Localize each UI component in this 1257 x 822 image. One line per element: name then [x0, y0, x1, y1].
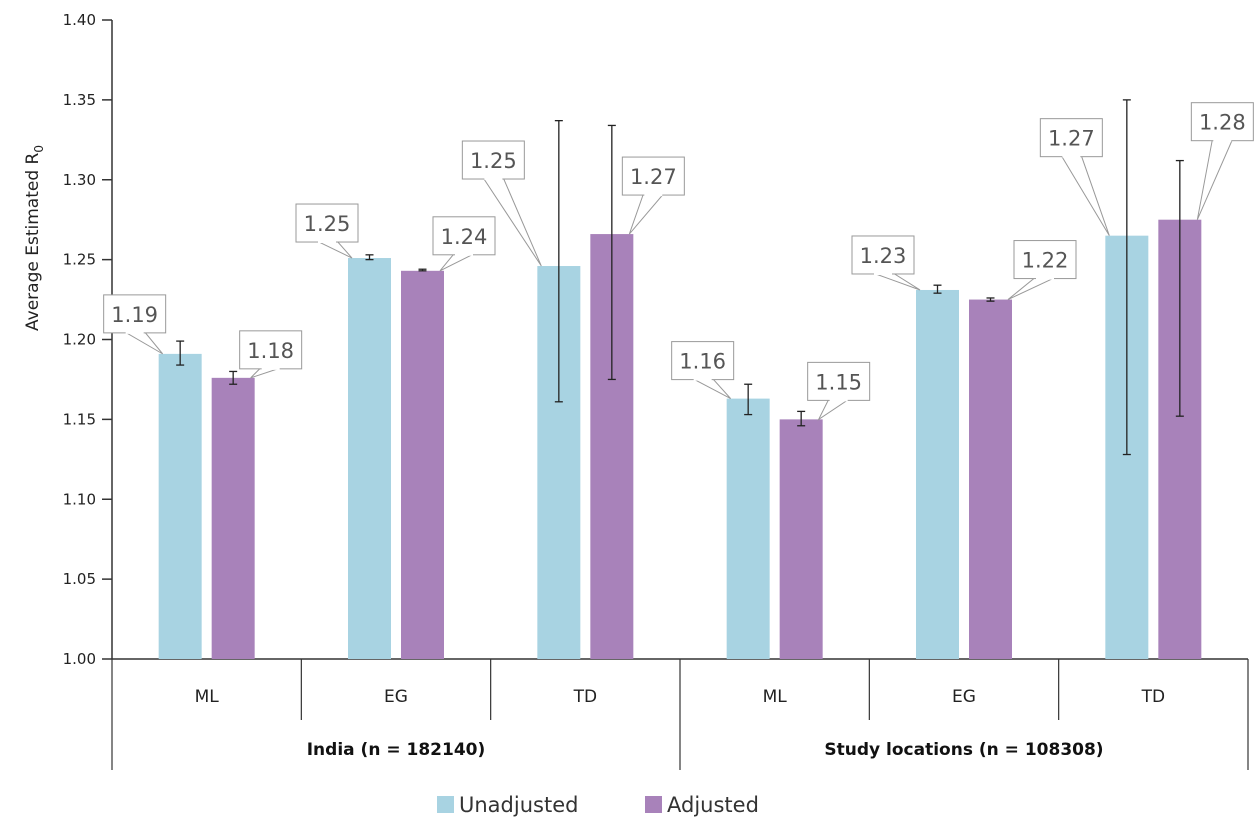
y-tick-label: 1.20 — [63, 331, 96, 349]
error-bar-adjusted-3 — [797, 410, 806, 427]
bar-adjusted-4 — [969, 299, 1012, 659]
value-label: 1.27 — [1048, 127, 1095, 151]
category-label: EG — [952, 687, 976, 707]
callout-unadjusted-4: 1.23 — [851, 235, 921, 291]
callout-unadjusted-2: 1.25 — [461, 140, 542, 267]
error-bar-unadjusted-1 — [365, 254, 374, 261]
y-tick-label: 1.05 — [63, 570, 96, 588]
y-tick-label: 1.35 — [63, 91, 96, 109]
callout-adjusted-3: 1.15 — [807, 361, 871, 421]
group-label: India (n = 182140) — [307, 740, 486, 760]
y-tick-label: 1.30 — [63, 171, 96, 189]
y-tick-label: 1.10 — [63, 490, 96, 508]
error-bar-adjusted-2 — [607, 124, 616, 381]
bars — [158, 219, 1202, 659]
value-label: 1.25 — [304, 212, 351, 236]
legend-swatch — [437, 796, 454, 813]
value-label: 1.19 — [111, 303, 158, 327]
y-axis-label: Average Estimated R0 — [23, 145, 46, 331]
callout-unadjusted-0: 1.19 — [103, 294, 167, 355]
error-bars — [176, 99, 1184, 456]
value-label: 1.23 — [860, 244, 907, 268]
value-label: 1.28 — [1199, 111, 1246, 135]
category-label: TD — [1141, 687, 1165, 707]
value-label: 1.18 — [247, 339, 294, 363]
legend-label: Adjusted — [667, 793, 759, 817]
callout-adjusted-0: 1.18 — [239, 330, 303, 379]
callout-adjusted-5: 1.28 — [1190, 102, 1254, 220]
bar-unadjusted-0 — [158, 353, 202, 659]
legend-item-unadjusted: Unadjusted — [437, 793, 578, 817]
axes: 1.00 1.05 1.10 1.15 1.20 1.25 1.30 1.35 1.40 — [63, 11, 1248, 668]
value-label: 1.22 — [1022, 249, 1069, 273]
legend-swatch — [645, 796, 662, 813]
error-bar-unadjusted-0 — [176, 340, 185, 366]
callout-unadjusted-1: 1.25 — [295, 203, 359, 259]
bar-unadjusted-4 — [916, 289, 959, 659]
value-label: 1.24 — [441, 225, 488, 249]
bar-adjusted-3 — [779, 419, 823, 659]
bar-unadjusted-3 — [726, 398, 770, 659]
bar-unadjusted-1 — [348, 258, 391, 659]
y-tick-label: 1.40 — [63, 11, 96, 29]
error-bar-adjusted-5 — [1175, 159, 1184, 417]
bar-adjusted-0 — [211, 377, 255, 659]
value-callouts: 1.19 1.18 1.25 1.24 1.25 1.27 1.16 1.15 1.23 1.22… — [103, 102, 1254, 421]
error-bar-unadjusted-2 — [554, 119, 563, 403]
y-tick-label: 1.15 — [63, 410, 96, 428]
category-label: EG — [384, 687, 408, 707]
group-label: Study locations (n = 108308) — [824, 740, 1103, 760]
callout-unadjusted-3: 1.16 — [671, 341, 735, 400]
error-bar-unadjusted-3 — [744, 383, 753, 416]
value-label: 1.25 — [470, 149, 517, 173]
error-bar-adjusted-4 — [986, 297, 995, 302]
legend-item-adjusted: Adjusted — [645, 793, 759, 817]
bar-adjusted-1 — [401, 270, 444, 659]
y-tick-label: 1.25 — [63, 251, 96, 269]
value-label: 1.16 — [679, 350, 726, 374]
callout-adjusted-1: 1.24 — [432, 216, 496, 272]
error-bar-adjusted-1 — [418, 268, 427, 272]
callout-adjusted-2: 1.27 — [621, 156, 685, 235]
value-label: 1.15 — [815, 370, 862, 394]
error-bar-adjusted-0 — [229, 370, 238, 385]
category-label: TD — [573, 687, 597, 707]
category-axis: ML EG TD India (n = 182140) ML EG TD Study loca… — [111, 659, 1249, 770]
error-bar-unadjusted-4 — [933, 284, 942, 294]
category-label: ML — [763, 687, 788, 707]
value-label: 1.27 — [630, 165, 677, 189]
legend-label: Unadjusted — [459, 793, 578, 817]
legend: Unadjusted Adjusted — [437, 793, 759, 817]
y-tick-label: 1.00 — [63, 650, 96, 668]
callout-adjusted-4: 1.22 — [1007, 240, 1077, 301]
error-bar-unadjusted-5 — [1122, 99, 1131, 456]
category-label: ML — [195, 687, 220, 707]
callout-unadjusted-5: 1.27 — [1039, 118, 1110, 236]
